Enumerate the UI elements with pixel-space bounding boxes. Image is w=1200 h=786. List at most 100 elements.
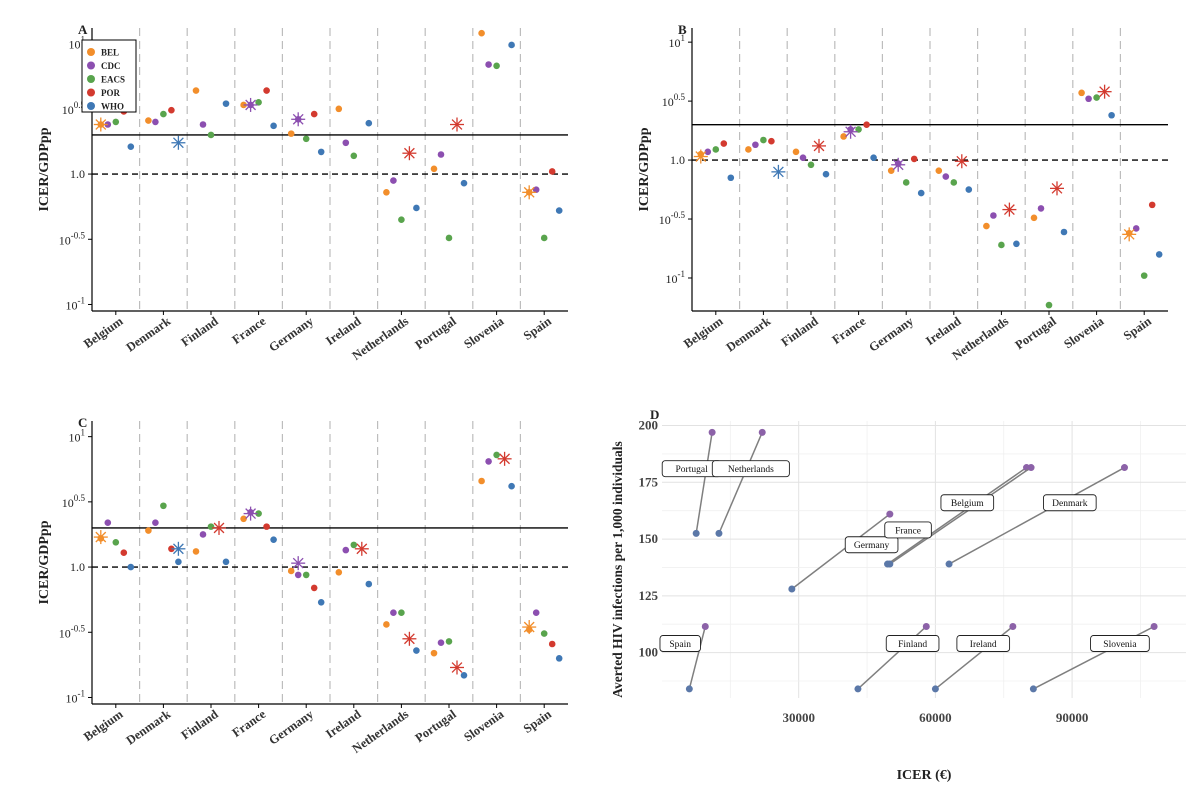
panel-c-asterisk-por-stroke xyxy=(451,662,463,673)
panel-c-asterisk-por-stroke xyxy=(356,543,368,555)
panel-d-label-finland: Finland xyxy=(885,635,940,652)
panel-b-y-tick-exponent: 0.5 xyxy=(674,92,686,102)
panel-c-point-who xyxy=(175,558,182,566)
panel-c-y-tick-label: 10-1 xyxy=(66,688,86,705)
panel-c-point-cdc xyxy=(437,639,445,647)
panel-b-asterisk-cdc xyxy=(843,124,858,139)
panel-a-point-cdc xyxy=(437,151,445,158)
panel-d-point-start-slovenia xyxy=(1029,685,1037,693)
panel-b-point-cdc xyxy=(1085,95,1092,103)
panel-b-point-who xyxy=(917,189,925,197)
panel-d-label-box xyxy=(956,635,1011,652)
panel-a-y-tick-label: 10-0.5 xyxy=(59,230,86,247)
panel-b-x-tick-label: Denmark xyxy=(724,314,774,355)
panel-a-point-who xyxy=(127,143,135,150)
panel-a-legend-label-who: WHO xyxy=(101,102,124,112)
panel-b-point-bel xyxy=(1078,89,1085,97)
panel-b-point-bel xyxy=(840,133,847,140)
panel-a-point-eacs xyxy=(445,234,453,242)
panel-b-point-por xyxy=(863,121,870,128)
panel-d-x-tick-label: 90000 xyxy=(1056,710,1089,725)
panel-c: C 101 100.5 1.0 10-0.5 10-1 ICER/GDPpp Belgium D… xyxy=(0,393,600,786)
panel-b-point-cdc xyxy=(704,148,712,156)
panel-a-point-cdc xyxy=(485,61,492,68)
panel-c-point-por xyxy=(263,523,270,530)
panel-c-asterisk-bel xyxy=(522,620,537,635)
panel-c-point-eacs xyxy=(112,538,120,546)
panel-c-asterisk-por-stroke xyxy=(499,453,511,465)
panel-d-x-axis-title: ICER (€) xyxy=(897,768,952,783)
panel-d-label-text: Germany xyxy=(854,541,890,551)
panel-a-asterisk-who xyxy=(171,135,186,150)
panel-d-point-end-spain xyxy=(701,622,709,630)
panel-b-asterisk-bel xyxy=(1122,227,1137,242)
panel-a-point-cdc xyxy=(342,139,350,147)
panel-b: B 101 100.5 1.0 10-0.5 10-1 ICER/GDPpp Belgium D… xyxy=(600,0,1200,393)
panel-b-x-tick-label: Finland xyxy=(779,314,821,349)
panel-a-legend: BEL CDC EACS POR WHO xyxy=(81,39,137,113)
panel-a-point-eacs xyxy=(112,118,120,126)
panel-d-label-box xyxy=(885,635,940,652)
panel-c-point-eacs xyxy=(350,541,358,549)
panel-a-y-tick-base: 10 xyxy=(62,103,74,117)
panel-c-point-cdc xyxy=(390,609,397,617)
panel-c-point-who xyxy=(317,598,325,606)
panel-d-segment-spain xyxy=(688,626,707,690)
panel-d-point-start-finland xyxy=(854,685,862,693)
panel-b-point-eacs xyxy=(760,136,767,144)
panel-c-asterisk-cdc xyxy=(243,506,258,521)
panel-b-point-eacs xyxy=(998,241,1005,249)
panel-b-point-bel xyxy=(983,222,990,230)
panel-a-x-tick-label: Denmark xyxy=(124,314,174,355)
panel-b-y-axis-title: ICER/GDPpp xyxy=(637,127,652,211)
panel-b-y-tick-label: 100.5 xyxy=(662,92,686,109)
panel-c-y-tick-base: 10 xyxy=(69,431,81,445)
panel-b-point-eacs xyxy=(950,179,958,186)
panel-c-point-eacs xyxy=(255,510,262,517)
panel-b-asterisk-por xyxy=(1002,202,1017,217)
panel-b-point-who xyxy=(1060,228,1068,236)
panel-d-label-text: Ireland xyxy=(970,640,997,650)
panel-d-label-france: France xyxy=(884,521,932,539)
panel-d-label-box xyxy=(711,460,790,478)
panel-c-asterisk-por xyxy=(212,520,226,535)
panel-c-x-tick-label: Ireland xyxy=(323,707,363,741)
panel-b-point-bel xyxy=(887,167,895,174)
panel-a-legend-swatch-eacs xyxy=(87,75,95,83)
panel-a-point-eacs xyxy=(255,99,262,106)
panel-c-point-who xyxy=(460,672,468,679)
panel-b-asterisk-who xyxy=(771,164,786,179)
panel-a-y-axis-title: ICER/GDPpp xyxy=(37,127,52,211)
panel-d-label-box xyxy=(940,494,995,512)
panel-a-legend-swatch-por xyxy=(87,88,95,97)
panel-a-y-tick-label: 10-1 xyxy=(66,295,86,312)
panel-a-legend-label-por: POR xyxy=(101,88,120,98)
panel-d-label-slovenia: Slovenia xyxy=(1090,635,1150,652)
panel-a-asterisk-por xyxy=(450,117,464,132)
panel-c-asterisk-cdc xyxy=(291,556,306,571)
panel-b-point-por xyxy=(1148,201,1156,209)
panel-c-x-tick-label: Spain xyxy=(521,707,554,736)
panel-a-y-tick-exponent: -1 xyxy=(78,295,86,305)
panel-c-y-tick-exponent: -0.5 xyxy=(71,623,86,633)
panel-d-y-tick-label: 200 xyxy=(639,418,659,433)
panel-a-asterisk-por-stroke xyxy=(451,119,463,130)
panel-a-asterisk-por-stroke xyxy=(403,147,415,159)
panel-c-asterisk-por-stroke xyxy=(403,633,415,645)
panel-b-point-who xyxy=(870,154,877,162)
panel-c-asterisk-who xyxy=(171,541,186,556)
panel-c-point-cdc xyxy=(294,571,302,579)
panel-a-chart: A101100.51.010-0.510-1ICER/GDPppBelgiumD… xyxy=(37,22,568,363)
panel-c-point-bel xyxy=(335,568,343,576)
panel-d-y-tick-label: 150 xyxy=(639,531,659,546)
panel-d-point-start-portugal xyxy=(692,529,700,537)
panel-d-point-end-ireland xyxy=(1009,622,1017,630)
panel-b-asterisk-cdc xyxy=(891,157,906,172)
panel-c-asterisk-bel xyxy=(93,530,108,545)
panel-c-y-tick-exponent: 1 xyxy=(81,428,86,438)
panel-c-point-eacs xyxy=(207,523,215,530)
panel-a-legend-swatch-cdc xyxy=(87,61,95,70)
panel-b-point-bel xyxy=(935,167,943,174)
panel-c-asterisk-cdc-stroke xyxy=(292,557,304,569)
panel-b-asterisk-por xyxy=(812,138,826,153)
